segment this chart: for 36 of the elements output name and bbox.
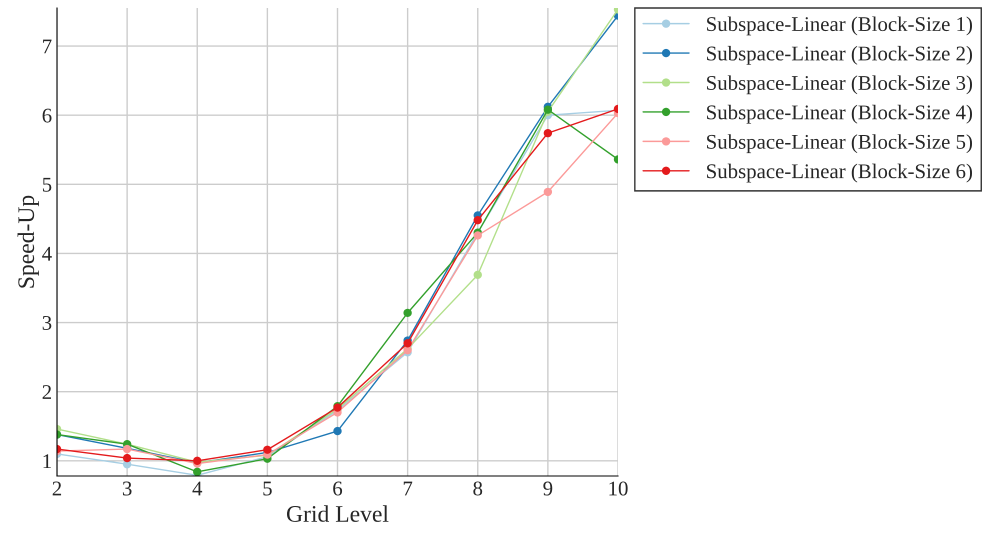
legend-label: Subspace-Linear (Block-Size 1) <box>707 16 972 36</box>
legend-label: Subspace-Linear (Block-Size 4) <box>707 104 972 124</box>
point <box>474 231 482 240</box>
point <box>544 188 552 196</box>
x-tick-label: 3 <box>122 482 132 496</box>
x-axis-title: Grid Level <box>287 505 388 522</box>
x-tick-label: 5 <box>263 482 272 496</box>
legend-label: Subspace-Linear (Block-Size 2) <box>707 46 972 65</box>
point <box>333 426 342 436</box>
point <box>403 339 412 348</box>
y-tick-label: 6 <box>42 108 52 123</box>
point <box>474 270 482 280</box>
x-tick-label: 10 <box>609 481 628 496</box>
x-tick-label: 7 <box>404 482 412 496</box>
y-tick-label: 1 <box>44 454 51 468</box>
y-tick-label: 2 <box>42 385 51 399</box>
point <box>263 446 272 454</box>
point <box>474 216 482 224</box>
legend-label: Subspace-Linear (Block-Size 5) <box>707 134 972 154</box>
legend-label: Subspace-Linear (Block-Size 6) <box>707 164 972 183</box>
point <box>544 128 552 138</box>
x-tick-label: 6 <box>333 482 342 496</box>
x-tick-label: 9 <box>543 482 552 496</box>
x-tick-label: 4 <box>192 482 202 496</box>
x-tick-label: 8 <box>473 481 482 496</box>
y-tick-label: 7 <box>43 40 52 54</box>
point <box>544 105 552 114</box>
y-tick-label: 5 <box>42 178 52 192</box>
y-tick-label: 3 <box>42 316 52 330</box>
point <box>193 468 202 476</box>
legend-label: Subspace-Linear (Block-Size 3) <box>707 75 972 94</box>
point <box>403 308 412 318</box>
y-tick-label: 4 <box>42 246 52 261</box>
x-tick-label: 2 <box>52 482 62 496</box>
point <box>122 454 132 462</box>
y-axis-title: Speed-Up <box>18 196 39 288</box>
